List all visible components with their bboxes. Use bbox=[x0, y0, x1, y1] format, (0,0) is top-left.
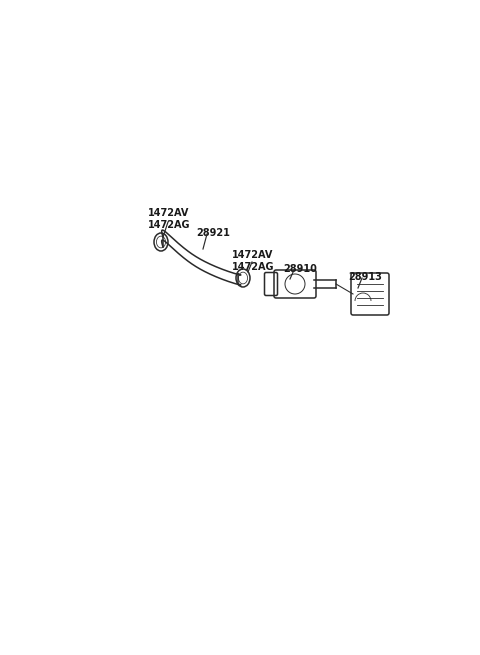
Text: 1472AV
1472AG: 1472AV 1472AG bbox=[148, 208, 191, 230]
Text: 28910: 28910 bbox=[283, 264, 317, 274]
Text: 1472AV
1472AG: 1472AV 1472AG bbox=[232, 250, 275, 272]
Text: 28921: 28921 bbox=[196, 228, 230, 238]
Text: 28913: 28913 bbox=[348, 272, 382, 282]
